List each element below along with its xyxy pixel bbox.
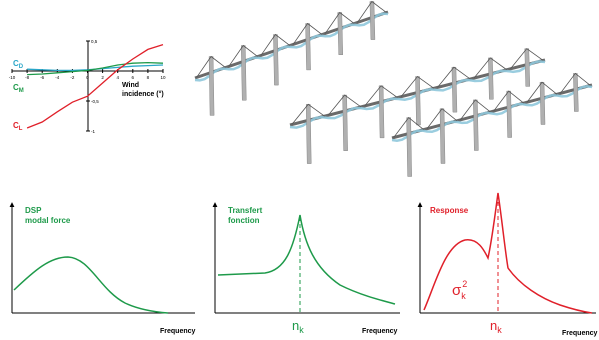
cables: [228, 44, 258, 67]
pylon: [337, 12, 344, 55]
x-tick-label: 8: [147, 75, 150, 80]
deck-deformed: [391, 85, 593, 142]
cables: [393, 117, 424, 138]
x-label: Wind: [122, 82, 139, 89]
x-tick-label: -6: [40, 75, 44, 80]
legend-label: CL: [13, 121, 23, 132]
cables: [327, 94, 362, 116]
bridge-illustration: [194, 0, 593, 177]
legend-label: CD: [13, 59, 24, 70]
panel-title: modal force: [25, 216, 71, 225]
cables: [400, 75, 435, 97]
pylon: [378, 85, 385, 139]
deck-deformed: [194, 12, 389, 82]
x-tick-label: -4: [55, 75, 59, 80]
y-tick-label: 0,5: [91, 39, 98, 44]
cables: [196, 55, 226, 78]
nk-label: nk: [490, 318, 502, 335]
subscript: L: [19, 126, 23, 132]
curve: [423, 192, 593, 314]
y-tick-label: -1: [91, 129, 95, 134]
cables: [473, 57, 507, 79]
curve: [13, 256, 169, 314]
cables: [364, 85, 398, 107]
subscript: k: [461, 291, 466, 301]
pylon: [573, 73, 579, 112]
pylon: [539, 82, 546, 125]
symbol: C: [13, 83, 19, 92]
cables: [426, 108, 458, 129]
cables: [510, 48, 544, 70]
symbol: n: [292, 318, 299, 333]
pylon: [369, 1, 376, 40]
subscript: M: [19, 88, 24, 94]
subscript: k: [497, 325, 502, 335]
x-label: Frequency: [160, 328, 196, 335]
panel-title: DSP: [25, 206, 42, 215]
x-tick-label: -10: [9, 75, 16, 80]
cables: [560, 72, 591, 94]
line: [27, 61, 164, 76]
pylon: [473, 99, 479, 151]
pylon: [439, 108, 446, 164]
pylon: [240, 45, 247, 101]
pylon: [208, 56, 215, 116]
symbol: σ: [452, 282, 462, 299]
x-label: Frequency: [562, 330, 598, 337]
cables: [460, 99, 491, 121]
line: [26, 43, 164, 129]
x-tick-label: 0: [86, 75, 89, 80]
cables: [291, 103, 325, 125]
panel-title: fonction: [228, 216, 260, 225]
pylon: [273, 34, 279, 86]
pylon: [488, 57, 494, 100]
cables: [260, 33, 291, 56]
pylon: [305, 104, 312, 164]
pylon: [406, 117, 412, 177]
cables: [437, 66, 471, 88]
cables: [493, 90, 524, 112]
symbol: C: [13, 121, 19, 130]
pylon: [451, 66, 458, 113]
superscript: 2: [462, 279, 467, 289]
cables: [526, 81, 558, 103]
symbol: n: [490, 318, 497, 333]
x-tick-label: 4: [116, 75, 119, 80]
x-tick-label: -8: [25, 75, 29, 80]
y-tick-label: -0,5: [91, 99, 99, 104]
pylon: [342, 94, 348, 151]
pylon: [524, 48, 531, 87]
pylon: [415, 76, 421, 126]
curve: [217, 214, 396, 305]
x-label: incidence (°): [122, 90, 164, 98]
x-tick-label: 10: [160, 75, 166, 80]
variance-label: σ2 k: [452, 279, 467, 301]
deck: [194, 10, 389, 80]
legend-label: CM: [13, 83, 24, 94]
panel-title: Response: [430, 206, 469, 215]
nk-label: nk: [292, 318, 304, 335]
cables: [357, 0, 387, 23]
symbol: C: [13, 59, 19, 68]
x-tick-label: 2: [101, 75, 104, 80]
cables: [292, 22, 323, 45]
subscript: D: [19, 64, 24, 70]
x-tick-label: 6: [132, 75, 135, 80]
cables: [324, 11, 355, 34]
pylon: [506, 90, 512, 138]
panel-title: Transfert: [228, 206, 263, 215]
subscript: k: [299, 325, 304, 335]
x-label: Frequency: [362, 328, 398, 335]
x-tick-label: -2: [70, 75, 74, 80]
deck: [391, 83, 593, 140]
pylon: [305, 23, 311, 71]
